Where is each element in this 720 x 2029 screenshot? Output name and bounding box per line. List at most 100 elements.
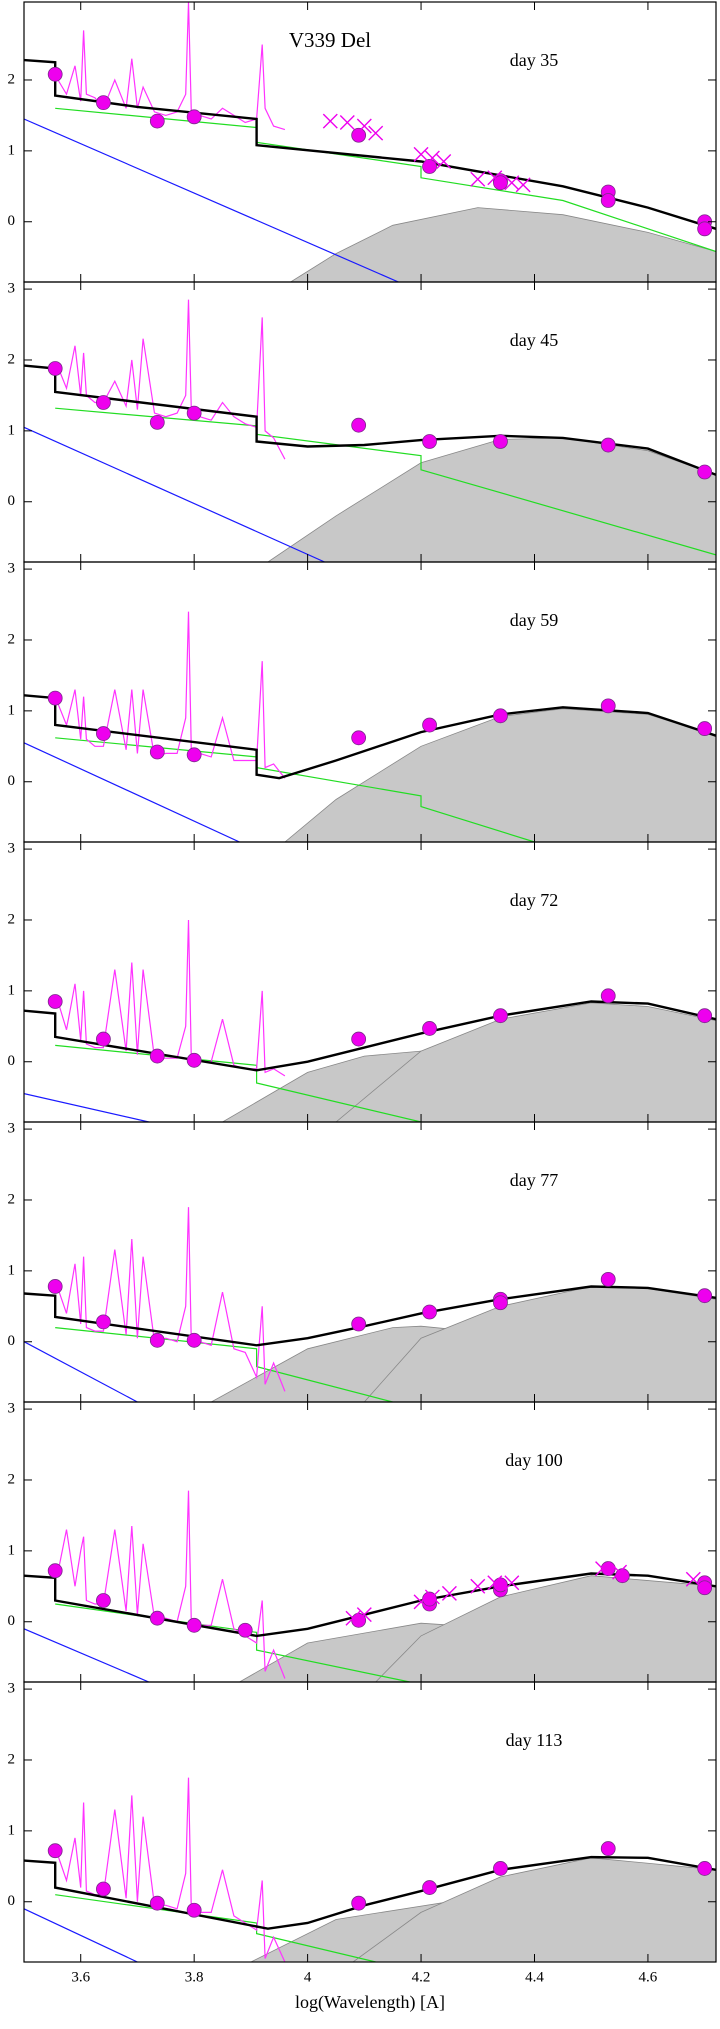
blackbody-area xyxy=(335,1002,716,1122)
plot-area xyxy=(24,299,716,562)
photometry-point xyxy=(351,730,367,746)
cross-point xyxy=(487,1575,503,1591)
panel: 0 1 2 V339 Del day 35 xyxy=(8,1,717,283)
photometry-point xyxy=(351,1031,367,1047)
cross-point xyxy=(345,1610,361,1626)
x-tick-label: 4.2 xyxy=(412,1969,431,1985)
photometry-point xyxy=(96,395,111,410)
photometry-point xyxy=(47,994,63,1009)
cross-point xyxy=(515,177,531,193)
plot-area xyxy=(24,1207,716,1402)
y-tick-label: 3 xyxy=(8,281,16,297)
y-tick-label: 0 xyxy=(8,1333,16,1349)
photometry-point xyxy=(47,690,63,706)
y-tick-label: 0 xyxy=(8,1893,16,1909)
day-label: day 72 xyxy=(510,890,559,910)
day-label: day 59 xyxy=(510,610,559,630)
cross-point xyxy=(356,118,372,134)
photometry-point xyxy=(47,1843,63,1859)
spectrum-line xyxy=(24,118,399,282)
spectrum-line xyxy=(24,742,240,842)
photometry-point xyxy=(47,1563,63,1579)
photometry-point xyxy=(697,1008,713,1024)
photometry-point xyxy=(493,1295,508,1311)
spectrum-line xyxy=(24,1908,138,1962)
photometry-point xyxy=(149,1048,165,1064)
plot-area xyxy=(24,919,716,1122)
cross-point xyxy=(413,146,429,162)
y-tick-label: 2 xyxy=(8,1751,16,1767)
y-tick-label: 3 xyxy=(8,1401,16,1417)
photometry-point xyxy=(96,1593,111,1608)
photometry-point xyxy=(96,1031,111,1047)
day-label: day 100 xyxy=(505,1450,563,1470)
cross-point xyxy=(470,1578,486,1594)
cross-point xyxy=(487,170,503,186)
cross-point xyxy=(339,115,355,131)
cross-point xyxy=(436,153,452,169)
photometry-point xyxy=(493,708,508,724)
y-tick-label: 1 xyxy=(8,1542,16,1558)
photometry-point xyxy=(351,1316,367,1332)
photometry-point xyxy=(47,66,63,82)
model-line xyxy=(24,694,716,780)
y-tick-label: 1 xyxy=(8,1822,16,1838)
cross-point xyxy=(413,1594,429,1610)
photometry-point xyxy=(493,1008,508,1024)
photometry-point xyxy=(697,464,713,480)
cross-point xyxy=(685,1571,701,1587)
panel: 0 1 2 3 day 45 xyxy=(8,281,717,563)
spectrum-line xyxy=(24,1341,138,1402)
spectrum-line xyxy=(57,919,286,1077)
cross-point xyxy=(441,1585,457,1601)
y-tick-label: 3 xyxy=(8,1681,16,1697)
blackbody-area xyxy=(267,437,716,562)
y-tick-label: 1 xyxy=(8,142,16,158)
blackbody-area xyxy=(284,708,716,842)
chart-title: V339 Del xyxy=(289,28,371,52)
photometry-point xyxy=(47,361,63,376)
photometry-point xyxy=(186,1617,202,1633)
photometry-point xyxy=(186,1902,202,1918)
y-tick-label: 3 xyxy=(8,1121,16,1137)
y-tick-label: 2 xyxy=(8,1471,16,1487)
spectrum-line xyxy=(55,737,535,842)
spectrum-line xyxy=(57,1490,286,1679)
photometry-point xyxy=(186,747,202,763)
x-tick-label: 4.4 xyxy=(525,1969,544,1985)
cross-point xyxy=(424,1589,440,1605)
cross-point xyxy=(612,1564,628,1580)
y-tick-label: 2 xyxy=(8,631,16,647)
x-tick-label: 3.6 xyxy=(71,1969,90,1985)
photometry-point xyxy=(149,744,165,760)
y-tick-label: 2 xyxy=(8,351,16,367)
photometry-point xyxy=(186,109,202,125)
model-line xyxy=(24,364,716,476)
photometry-point xyxy=(186,1332,202,1348)
y-tick-label: 1 xyxy=(8,1262,16,1278)
photometry-point xyxy=(96,726,111,741)
y-tick-label: 3 xyxy=(8,841,16,857)
photometry-point xyxy=(351,417,367,433)
y-tick-label: 0 xyxy=(8,493,16,509)
y-tick-label: 3 xyxy=(8,561,16,577)
blackbody-area xyxy=(375,1575,716,1682)
plot-area xyxy=(24,1777,716,1962)
spectrum-line xyxy=(24,1093,149,1122)
y-tick-label: 2 xyxy=(8,71,16,87)
spectrum-line xyxy=(24,1628,150,1682)
photometry-point xyxy=(96,1314,111,1330)
y-tick-label: 0 xyxy=(8,213,16,229)
day-label: day 77 xyxy=(510,1170,559,1190)
y-tick-label: 0 xyxy=(8,1053,16,1069)
photometry-point xyxy=(422,159,437,174)
photometry-point xyxy=(600,437,616,453)
photometry-point xyxy=(600,988,616,1004)
y-tick-label: 1 xyxy=(8,702,16,718)
photometry-point xyxy=(96,95,111,111)
blackbody-area xyxy=(363,1286,716,1402)
photometry-point xyxy=(422,1021,437,1036)
photometry-point xyxy=(422,1304,437,1320)
panel-frame xyxy=(23,1681,717,1963)
